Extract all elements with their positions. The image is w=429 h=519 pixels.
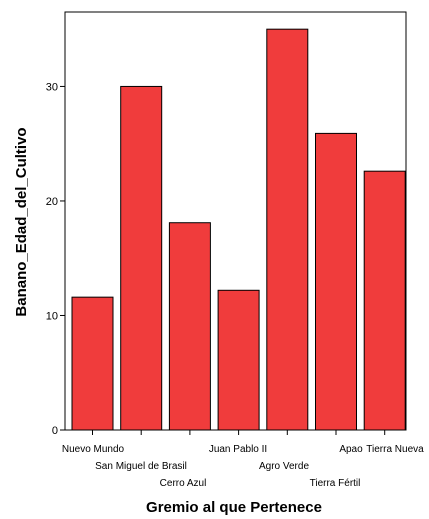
y-ticks: 0 10 20 30 [46,81,65,437]
x-tick-label: Juan Pablo II [209,444,267,455]
x-tick-label: Nuevo Mundo [62,444,125,455]
x-axis-title: Gremio al que Pertenece [146,499,322,516]
bar-agro-verde [266,28,309,431]
bar-juan-pablo-ii [217,289,260,431]
x-tick-label: Cerro Azul [160,478,207,489]
x-tick-label: Tierra Fértil [310,478,361,489]
bar-san-miguel-de-brasil [120,85,163,431]
x-tick-label: Tierra Nueva [366,444,424,455]
x-tick-label: Apao [339,444,363,455]
y-tick-label: 0 [52,425,58,437]
bar-cerro-azul [168,222,211,431]
y-axis-title: Banano_Edad_del_Cultivo [13,127,30,316]
y-tick-label: 10 [46,310,58,322]
bars-layer [71,28,406,431]
x-tick-label: Agro Verde [259,461,309,472]
bar-tierra-fértil [315,132,357,431]
bar-nuevo-mundo [71,296,114,431]
x-ticks: Nuevo Mundo San Miguel de Brasil Cerro Azu… [62,430,424,489]
x-tick-label: San Miguel de Brasil [95,461,187,472]
bar-tierra-nueva [363,170,406,431]
y-tick-label: 20 [46,196,58,208]
y-tick-label: 30 [46,81,58,93]
